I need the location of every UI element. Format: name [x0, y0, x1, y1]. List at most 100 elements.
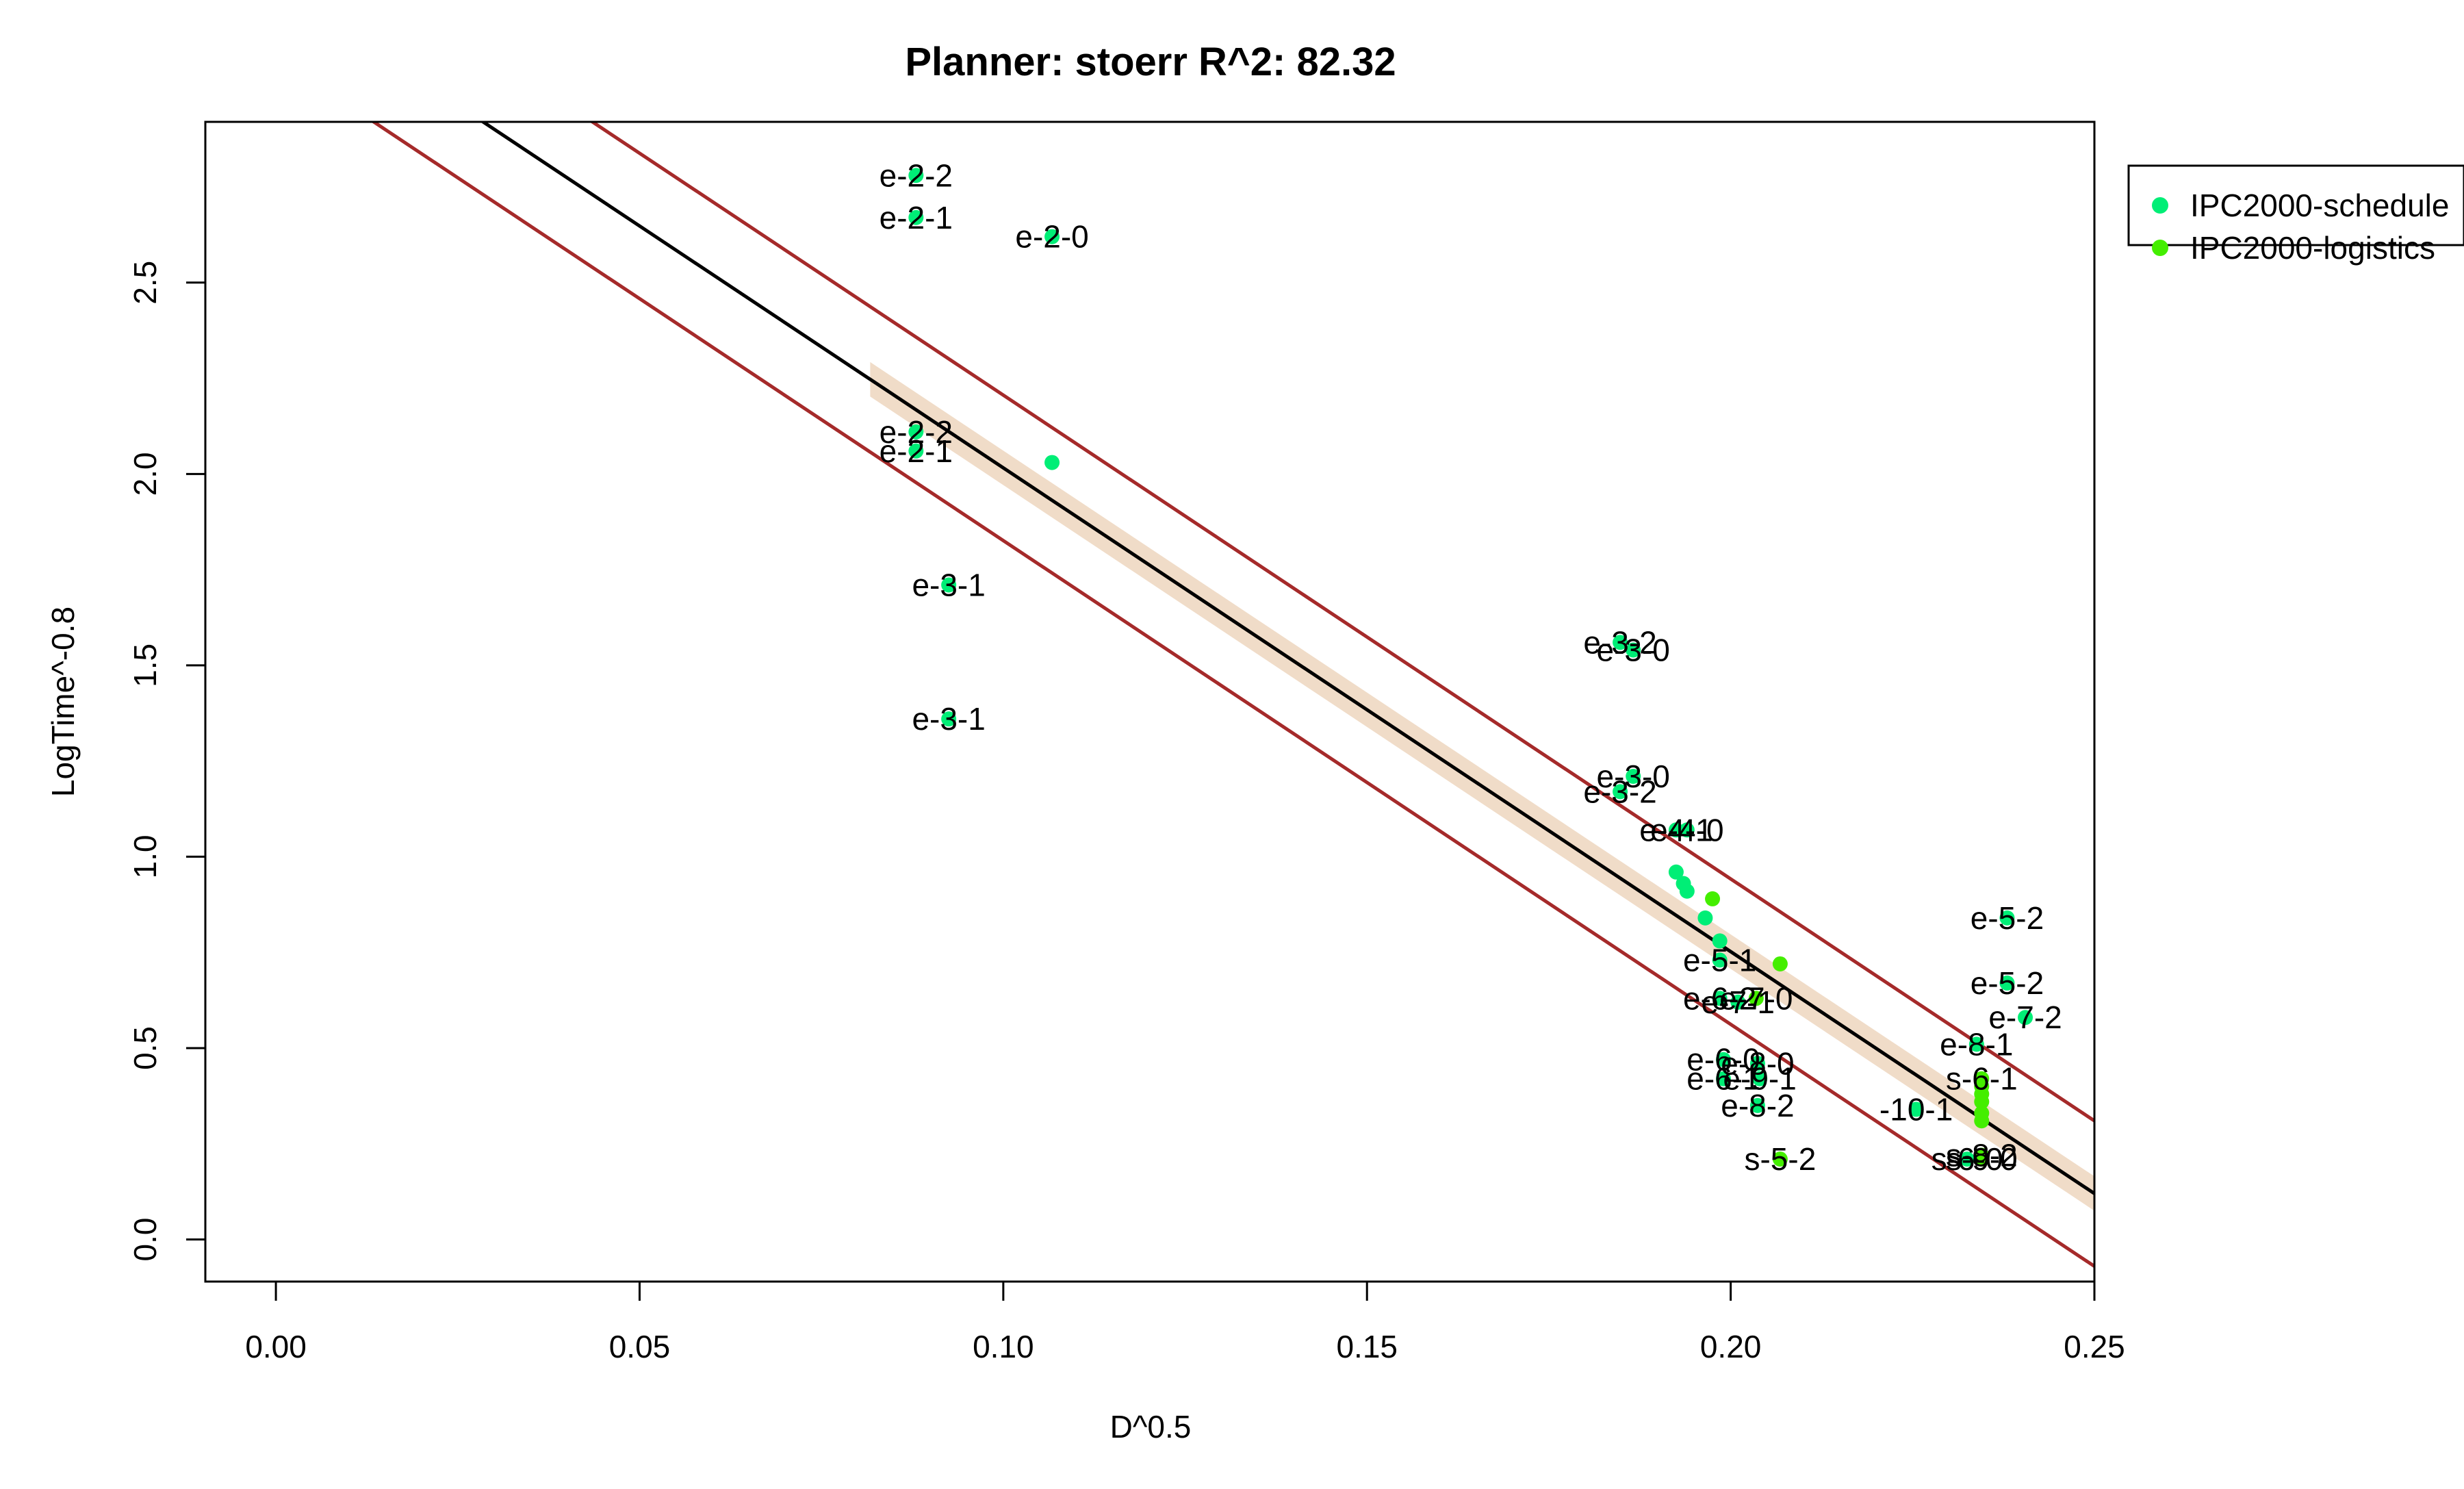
point-s0-6	[941, 577, 957, 593]
point-label-s0-8: e-3-2	[1583, 624, 1656, 660]
regression-fit-line	[480, 122, 2094, 1195]
point-label-s1-1: e-7-0	[1719, 980, 1793, 1016]
legend-box	[2127, 164, 2464, 246]
point-s0-2	[1044, 229, 1060, 244]
x-tick-label-4: 0.20	[1700, 1329, 1762, 1364]
point-label-s1-11: s-9-0	[1946, 1141, 2018, 1177]
point-label-s1-3: s-5-2	[1744, 1141, 1816, 1177]
x-tick-label-1: 0.05	[609, 1329, 671, 1364]
point-s0-22	[1715, 1052, 1731, 1067]
chart-title: Planner: stoerr R^2: 82.32	[905, 40, 1396, 84]
point-s1-11	[1974, 1151, 1990, 1167]
point-s0-7	[941, 711, 957, 727]
y-tick-label-3: 1.5	[127, 644, 163, 687]
point-s0-10	[1626, 769, 1641, 785]
prediction-band-lower	[370, 122, 2094, 1268]
legend-label-0: IPC2000-schedule	[2190, 188, 2449, 223]
point-label-s0-0: e-2-2	[880, 157, 953, 193]
point-s1-7	[1974, 1094, 1990, 1110]
point-s0-5	[1044, 455, 1060, 470]
point-label-s0-31: -10-1	[1879, 1091, 1953, 1127]
regression-line	[480, 122, 2094, 1195]
point-label-s0-29: e-7-2	[1988, 1000, 2062, 1035]
point-label-s0-20: e-6-2	[1683, 980, 1756, 1016]
point-label-s0-25: e-9-1	[1723, 1061, 1796, 1097]
point-s0-27	[1999, 910, 2015, 926]
x-tick-label-2: 0.10	[973, 1329, 1034, 1364]
x-tick-label-0: 0.00	[245, 1329, 307, 1364]
x-axis: 0.00 0.05 0.10 0.15 0.20 0.25	[245, 1280, 2125, 1364]
point-s0-18	[1712, 933, 1728, 949]
legend: IPC2000-schedule IPC2000-logistics	[2127, 164, 2464, 266]
x-tick-label-3: 0.15	[1336, 1329, 1398, 1364]
point-label-s0-6: e-3-1	[912, 567, 985, 602]
point-label-s0-30: e-8-1	[1940, 1026, 2013, 1062]
point-label-s0-22: e-6-0	[1686, 1042, 1760, 1078]
point-s0-29	[2018, 1010, 2033, 1026]
point-s0-9	[1626, 642, 1641, 658]
y-tick-label-0: 0.0	[127, 1218, 163, 1262]
point-label-s0-28: e-5-2	[1971, 965, 2044, 1001]
point-label-s0-23: e-8-0	[1721, 1045, 1794, 1081]
point-s0-8	[1613, 635, 1628, 650]
point-s1-1	[1748, 991, 1764, 1006]
point-s0-21	[1730, 994, 1746, 1010]
point-label-s1-10: s-8-2	[1946, 1138, 2018, 1173]
point-s1-0	[1705, 891, 1721, 906]
point-s0-12	[1668, 822, 1684, 838]
point-s0-19	[1712, 952, 1728, 968]
y-tick-label-2: 1.0	[127, 835, 163, 878]
point-s0-13	[1679, 822, 1695, 838]
point-s0-24	[1715, 1071, 1731, 1086]
point-label-s0-19: e-5-1	[1683, 942, 1756, 978]
prediction-bands	[370, 122, 2094, 1268]
point-s0-3	[908, 424, 924, 440]
point-s0-20	[1712, 991, 1728, 1006]
data-points	[908, 168, 2033, 1167]
legend-label-1: IPC2000-logistics	[2190, 230, 2435, 266]
point-label-s0-12: e-4-1	[1639, 812, 1712, 848]
point-s0-0	[908, 168, 924, 183]
y-axis-label: LogTime^-0.8	[45, 607, 81, 797]
point-s0-4	[908, 443, 924, 459]
point-s0-16	[1679, 883, 1695, 899]
point-label-s0-1: e-2-1	[880, 200, 953, 236]
point-s0-11	[1613, 784, 1628, 800]
point-s0-25	[1752, 1071, 1768, 1086]
point-label-s0-7: e-3-1	[912, 701, 985, 737]
point-label-s0-27: e-5-2	[1971, 900, 2044, 936]
point-s1-3	[1772, 1151, 1788, 1167]
point-s1-9	[1974, 1113, 1990, 1129]
point-s0-30	[1968, 1036, 1984, 1052]
point-s0-23	[1749, 1056, 1765, 1071]
point-label-s0-9: e-3-0	[1597, 633, 1670, 668]
point-label-s1-4: s-6-1	[1946, 1061, 2018, 1097]
y-tick-label-1: 0.5	[127, 1026, 163, 1070]
point-label-s0-2: e-2-0	[1015, 219, 1088, 255]
plot-area-frame	[204, 120, 2096, 1283]
point-labels: e-2-2e-2-1e-2-0e-2-2e-2-1e-3-1e-3-1e-3-2…	[880, 157, 2062, 1177]
point-label-s0-26: e-8-2	[1721, 1088, 1794, 1123]
point-s0-1	[908, 209, 924, 225]
point-label-s0-24: e-6-1	[1686, 1061, 1760, 1097]
point-label-s0-32: s-6-0	[1932, 1141, 2003, 1177]
y-tick-label-5: 2.5	[127, 261, 163, 305]
point-s0-28	[1999, 975, 2015, 991]
point-s0-31	[1908, 1102, 1924, 1117]
point-label-s0-13: e-4-0	[1650, 812, 1723, 848]
point-s0-32	[1960, 1151, 1975, 1167]
point-label-s0-4: e-2-1	[880, 433, 953, 469]
point-label-s0-11: e-3-2	[1583, 774, 1656, 809]
point-label-s0-10: e-3-0	[1597, 759, 1670, 794]
y-axis: 0.0 0.5 1.0 1.5 2.0 2.5	[127, 261, 207, 1262]
x-tick-label-5: 0.25	[2064, 1329, 2125, 1364]
point-s0-14	[1668, 864, 1684, 880]
y-tick-label-4: 2.0	[127, 452, 163, 496]
legend-marker-0	[2152, 197, 2168, 214]
prediction-band-upper	[589, 122, 2094, 1123]
point-s0-17	[1697, 910, 1713, 926]
x-axis-label: D^0.5	[1110, 1409, 1192, 1445]
point-label-s0-21: e-7-1	[1702, 984, 1775, 1020]
point-s1-2	[1772, 956, 1788, 971]
